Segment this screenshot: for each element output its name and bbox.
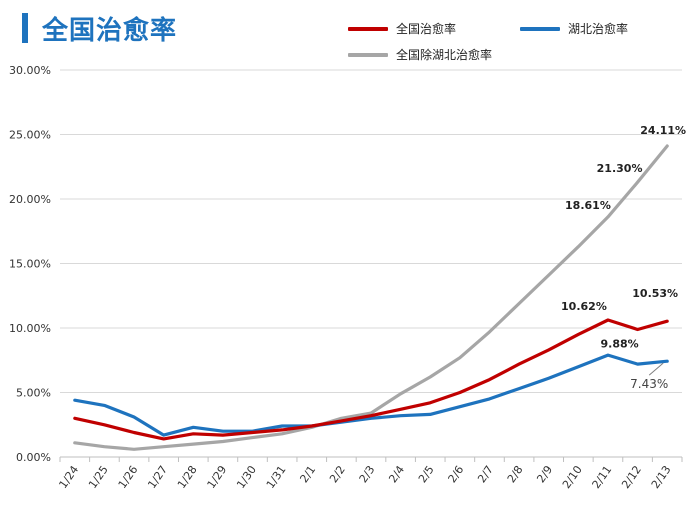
y-tick-label: 5.00% (16, 387, 51, 400)
x-tick-label: 2/8 (505, 463, 526, 485)
legend-swatch-excl-hubei (348, 52, 388, 57)
y-tick-label: 30.00% (9, 64, 51, 77)
data-label: 10.53% (632, 287, 678, 300)
data-label-leader-line (648, 362, 664, 376)
x-tick-label: 2/11 (590, 463, 615, 491)
x-tick-label: 1/28 (175, 463, 200, 491)
x-tick-label: 1/24 (56, 463, 81, 491)
series-line-excl-hubei (73, 144, 669, 451)
x-tick-label: 2/6 (446, 463, 467, 485)
legend-swatch-hubei (520, 26, 560, 31)
data-label: 7.43% (630, 377, 668, 391)
x-tick-label: 1/29 (205, 463, 230, 491)
x-tick-label: 2/5 (416, 463, 437, 485)
chart-title: 全国治愈率 (42, 16, 178, 46)
x-tick-label: 2/2 (327, 463, 348, 485)
legend-item-excl-hubei: 全国除湖北治愈率 (348, 46, 492, 63)
data-label: 18.61% (565, 199, 611, 212)
x-tick-label: 2/13 (649, 463, 674, 491)
data-label: 9.88% (600, 338, 638, 351)
title-accent-bar (22, 13, 28, 43)
y-tick-label: 15.00% (9, 258, 51, 271)
legend-item-hubei: 湖北治愈率 (520, 20, 628, 37)
legend-swatch-national (348, 26, 388, 31)
y-tick-label: 0.00% (16, 451, 51, 464)
x-tick-label: 1/25 (86, 463, 111, 491)
series-line-hubei (73, 353, 669, 437)
data-label: 21.30% (597, 162, 643, 175)
x-tick-label: 2/4 (386, 463, 407, 485)
data-label: 24.11% (640, 124, 686, 137)
x-tick-label: 1/26 (116, 463, 141, 491)
legend-item-national: 全国治愈率 (348, 20, 456, 37)
x-tick-label: 2/7 (475, 463, 496, 485)
x-tick-label: 1/30 (234, 463, 259, 491)
x-tick-label: 2/3 (357, 463, 378, 485)
y-tick-label: 20.00% (9, 193, 51, 206)
data-label: 10.62% (561, 300, 607, 313)
y-tick-label: 10.00% (9, 322, 51, 335)
x-tick-label: 2/1 (297, 463, 318, 485)
series-line-national (73, 318, 669, 441)
legend-label-national: 全国治愈率 (396, 22, 457, 36)
x-tick-label: 2/9 (534, 463, 555, 485)
legend-label-hubei: 湖北治愈率 (568, 22, 629, 36)
x-tick-label: 2/12 (619, 463, 644, 491)
x-tick-label: 1/27 (145, 463, 170, 491)
x-tick-label: 2/10 (560, 463, 585, 491)
y-tick-label: 25.00% (9, 129, 51, 142)
x-tick-label: 1/31 (264, 463, 289, 491)
legend-label-excl-hubei: 全国除湖北治愈率 (396, 48, 493, 62)
